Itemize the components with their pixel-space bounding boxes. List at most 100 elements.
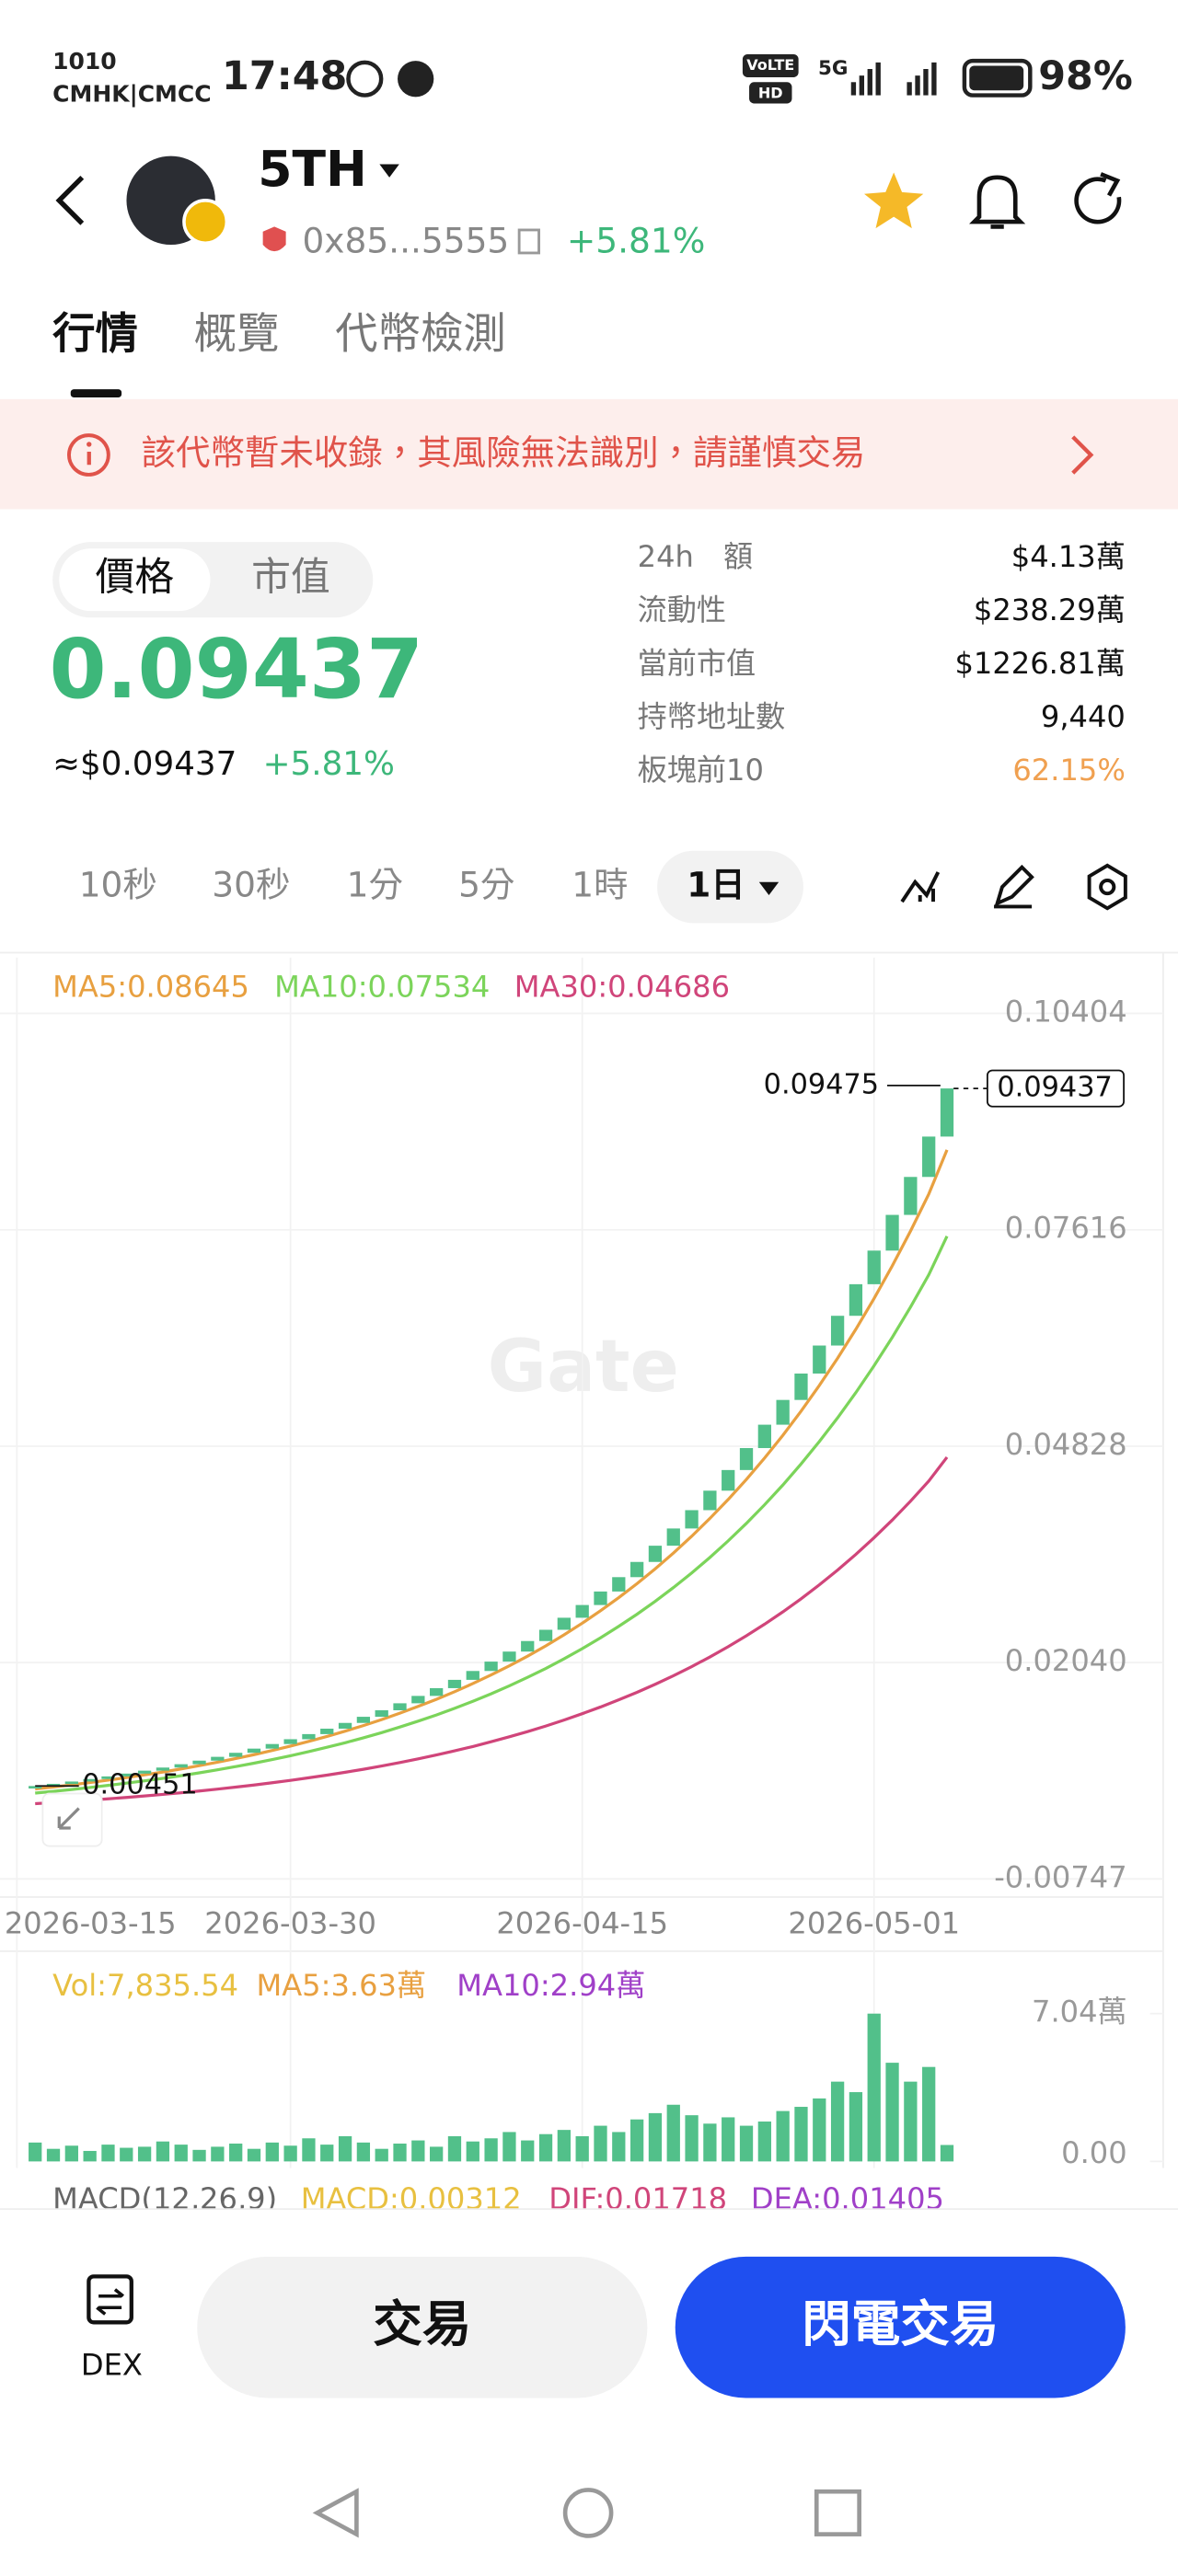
timeframe[interactable]: 5分 xyxy=(458,865,514,905)
timeframe[interactable]: 10秒 xyxy=(79,865,157,905)
candle xyxy=(192,1760,206,1765)
volume-legend: MA5:3.63萬 xyxy=(256,1968,426,2003)
back-button[interactable] xyxy=(55,175,85,225)
candle xyxy=(247,1748,261,1754)
risk-shield xyxy=(262,226,286,252)
toggle-active[interactable] xyxy=(59,548,211,612)
stat-value: 9,440 xyxy=(1041,699,1126,734)
volume-bar xyxy=(375,2148,388,2162)
last-price-box xyxy=(987,1069,1125,1108)
nav-recent[interactable] xyxy=(814,2489,861,2536)
x-tick-label: 2026-05-01 xyxy=(788,1905,960,1940)
settings-button[interactable] xyxy=(1087,863,1127,911)
carrier-top: 1010 xyxy=(52,48,117,75)
timeframe-dropdown[interactable] xyxy=(758,881,780,895)
favorite-star[interactable] xyxy=(864,172,924,229)
ma-line xyxy=(35,1235,949,1795)
y-tick-label: 0.10404 xyxy=(1005,995,1127,1029)
alert-bell[interactable] xyxy=(969,175,1026,229)
candle xyxy=(375,1709,388,1718)
timeframe[interactable]: 30秒 xyxy=(212,865,290,905)
facebook-icon xyxy=(398,61,434,98)
tab[interactable]: 行情 xyxy=(52,309,138,359)
expand-button[interactable] xyxy=(41,1792,103,1847)
volume-bar xyxy=(538,2133,553,2162)
candle xyxy=(29,1786,42,1789)
volume-tick-label: 0.00 xyxy=(1061,2135,1127,2170)
timeframe[interactable]: 1時 xyxy=(572,865,628,905)
candle xyxy=(557,1617,572,1630)
nav-home[interactable] xyxy=(562,2488,614,2538)
volume-bar xyxy=(192,2149,206,2162)
toggle-option[interactable]: 市值 xyxy=(251,555,330,601)
volume-bar xyxy=(757,2122,771,2162)
dex-label[interactable]: DEX xyxy=(81,2348,143,2383)
tab[interactable]: 概覽 xyxy=(194,309,280,359)
stat-value: $238.29萬 xyxy=(974,592,1126,627)
indicator-button[interactable] xyxy=(900,871,941,903)
content: 1010 CMHK|CMCC 17:48 VoLTE HD 5G 98% 5TH 0x85...… xyxy=(0,48,1163,2216)
flash-trade-button[interactable] xyxy=(675,2256,1126,2398)
battery: 98% xyxy=(1038,53,1133,99)
candle xyxy=(722,1469,735,1491)
timeframe[interactable]: 1日 xyxy=(687,865,745,905)
network: VoLTE xyxy=(746,56,794,74)
volume-bar xyxy=(466,2141,479,2162)
candle xyxy=(411,1696,425,1704)
volume-bar xyxy=(29,2142,42,2162)
dex-icon-arrows[interactable] xyxy=(96,2288,125,2316)
price: 0.09437 xyxy=(50,622,424,718)
volume-bar xyxy=(484,2138,498,2162)
timeframe[interactable]: 1分 xyxy=(347,865,403,905)
dex-icon[interactable] xyxy=(87,2274,133,2325)
alarm-icon xyxy=(346,60,384,98)
candle xyxy=(849,1283,863,1317)
toggle-option[interactable]: 價格 xyxy=(96,555,175,601)
candle xyxy=(885,1214,899,1251)
candle xyxy=(302,1733,316,1740)
candle xyxy=(830,1316,845,1346)
bottom-bar: DEX 交易 閃電交易 xyxy=(0,2208,1178,2576)
settings-button-core[interactable] xyxy=(1099,878,1116,896)
candle xyxy=(211,1756,225,1761)
stat-value: $1226.81萬 xyxy=(954,646,1125,681)
share-button[interactable] xyxy=(1074,172,1122,224)
volume-bar xyxy=(703,2123,717,2162)
tab[interactable]: 代幣檢測 xyxy=(335,309,506,359)
candle xyxy=(229,1753,243,1757)
symbol-dropdown[interactable] xyxy=(379,164,399,178)
volume-bar xyxy=(685,2115,699,2162)
volume-bar xyxy=(813,2098,826,2162)
draw-button[interactable] xyxy=(994,864,1034,909)
volume-bar xyxy=(739,2125,754,2162)
volume-bar xyxy=(174,2145,188,2162)
candle xyxy=(776,1399,790,1425)
volume-bar xyxy=(320,2145,334,2162)
candle xyxy=(648,1546,663,1562)
candle xyxy=(867,1250,881,1284)
candle xyxy=(794,1373,808,1400)
banner-chevron[interactable] xyxy=(1071,435,1094,475)
y-tick-label: -0.00747 xyxy=(994,1859,1126,1894)
volume-bar xyxy=(666,2104,680,2162)
candle xyxy=(484,1662,498,1672)
expand-icon[interactable] xyxy=(57,1807,80,1830)
risk-banner[interactable] xyxy=(0,398,1178,510)
candle xyxy=(174,1764,188,1768)
banner-text[interactable]: 該代幣暫未收錄，其風險無法識別，請謹慎交易 xyxy=(142,432,866,473)
trade-label[interactable]: 交易 xyxy=(373,2294,471,2352)
network-badge xyxy=(742,53,799,77)
copy-button[interactable] xyxy=(517,228,540,255)
flash-trade-label[interactable]: 閃電交易 xyxy=(802,2294,999,2352)
token-symbol[interactable]: 5TH xyxy=(258,140,367,198)
volume-bar xyxy=(430,2146,444,2162)
candle xyxy=(46,1783,61,1787)
candle xyxy=(120,1773,133,1777)
candle xyxy=(283,1739,297,1744)
timeframe-active[interactable] xyxy=(657,850,803,924)
nav-back[interactable] xyxy=(312,2488,359,2538)
last-price-label: 0.09437 xyxy=(997,1072,1112,1104)
trade-button[interactable] xyxy=(197,2256,648,2398)
volume-bar xyxy=(338,2135,352,2162)
